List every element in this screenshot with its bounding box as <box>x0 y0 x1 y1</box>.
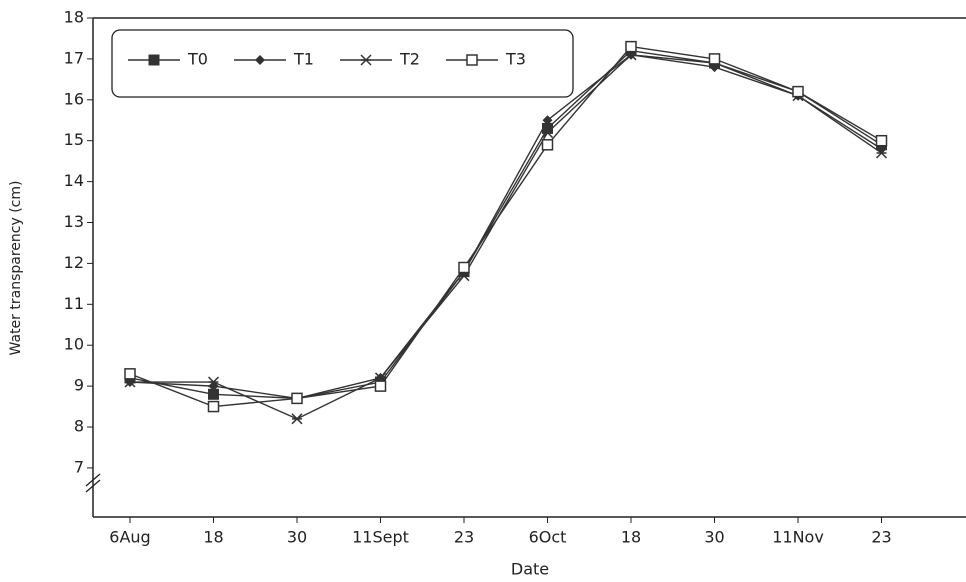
y-tick-label: 14 <box>64 171 84 190</box>
marker-shape <box>459 263 469 273</box>
legend-box <box>112 30 573 97</box>
marker-shape <box>626 42 636 52</box>
x-tick-label: 23 <box>454 528 474 547</box>
marker <box>459 263 469 273</box>
x-tick-label: 18 <box>621 528 641 547</box>
marker-shape <box>209 402 219 412</box>
series-line <box>130 55 882 399</box>
marker <box>292 393 302 403</box>
y-tick-label: 9 <box>74 376 84 395</box>
marker-shape <box>877 136 887 146</box>
marker <box>125 369 135 379</box>
series-line <box>130 47 882 407</box>
x-axis-label: Date <box>511 560 549 579</box>
marker <box>149 55 159 65</box>
x-tick-label: 18 <box>203 528 223 547</box>
marker <box>543 140 553 150</box>
marker <box>292 414 302 424</box>
x-tick-label: 11Nov <box>772 528 824 547</box>
marker <box>376 381 386 391</box>
y-axis-label: Water transparency (cm) <box>8 181 24 356</box>
marker <box>877 136 887 146</box>
chart: Date Water transparency (cm) 7 8 9 10 11 12 13… <box>0 0 966 582</box>
marker-shape <box>543 140 553 150</box>
x-tick-label: 6Aug <box>109 528 150 547</box>
legend-label: T1 <box>293 50 314 69</box>
x-tick-label: 30 <box>287 528 307 547</box>
marker-shape <box>292 414 302 424</box>
x-tick-label: 11Sept <box>352 528 409 547</box>
legend-label: T3 <box>505 50 526 69</box>
marker <box>467 55 477 65</box>
x-tick-label: 30 <box>704 528 724 547</box>
y-tick-label: 11 <box>64 294 84 313</box>
x-tick-label: 23 <box>871 528 891 547</box>
legend-label: T2 <box>399 50 420 69</box>
marker <box>209 402 219 412</box>
y-tick-label: 12 <box>64 253 84 272</box>
y-tick-label: 13 <box>64 212 84 231</box>
marker <box>710 54 720 64</box>
marker-shape <box>376 381 386 391</box>
marker-shape <box>710 54 720 64</box>
x-tick-label: 6Oct <box>529 528 567 547</box>
marker <box>793 87 803 97</box>
series-line <box>130 55 882 419</box>
y-tick-label: 10 <box>64 335 84 354</box>
marker-shape <box>149 55 159 65</box>
series-line <box>130 51 882 399</box>
legend-label: T0 <box>187 50 208 69</box>
y-tick-label: 17 <box>64 48 84 67</box>
marker-shape <box>292 393 302 403</box>
marker-shape <box>125 369 135 379</box>
y-tick-label: 8 <box>74 417 84 436</box>
marker <box>626 42 636 52</box>
marker-shape <box>467 55 477 65</box>
y-tick-label: 18 <box>64 8 84 27</box>
marker-shape <box>793 87 803 97</box>
y-tick-label: 7 <box>74 457 84 476</box>
y-tick-label: 16 <box>64 89 84 108</box>
y-tick-label: 15 <box>64 130 84 149</box>
